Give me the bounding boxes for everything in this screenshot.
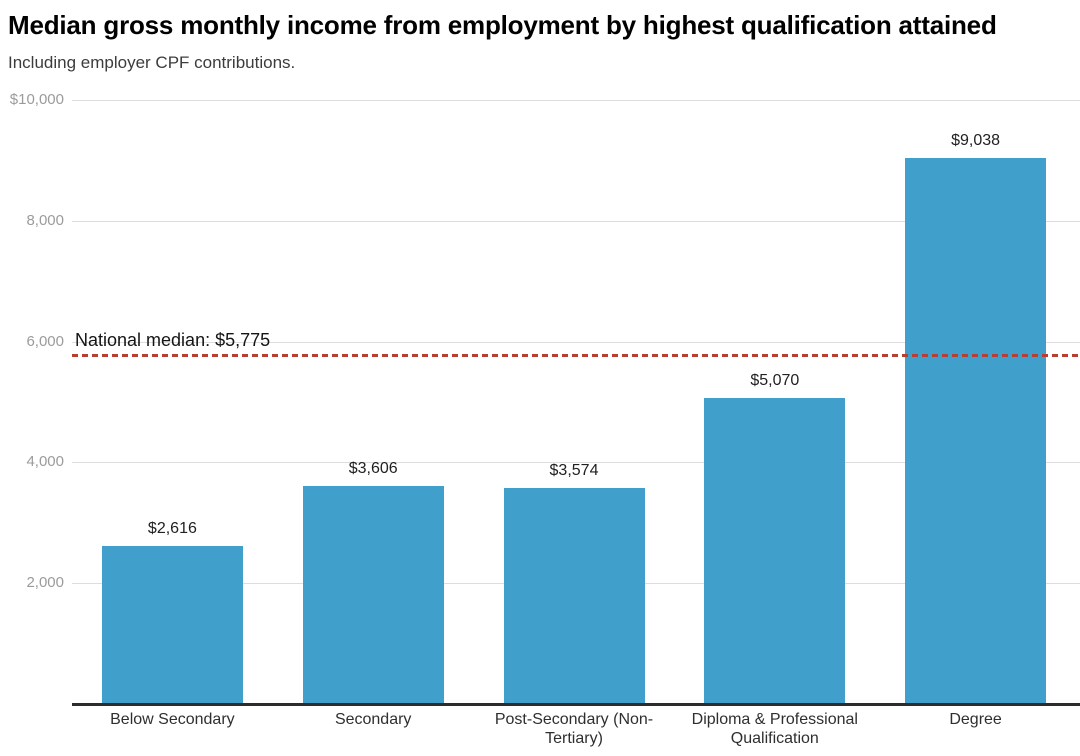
y-axis-tick-label: 4,000 xyxy=(26,453,64,471)
y-axis-tick-label: $10,000 xyxy=(9,91,64,108)
bar-secondary xyxy=(302,486,444,704)
bar-value-label: $9,038 xyxy=(951,132,1001,150)
bar-value-label: $3,606 xyxy=(348,460,398,478)
x-axis-category-label: Degree xyxy=(949,711,1002,728)
bar-value-label: $3,574 xyxy=(549,462,599,480)
bar-post-secondary-non-tertiary xyxy=(503,488,645,704)
reference-line xyxy=(72,354,1080,358)
x-axis-line xyxy=(72,703,1080,706)
y-axis-tick-label: 2,000 xyxy=(26,574,64,592)
x-axis-category-label: Post-Secondary (Non-Tertiary) xyxy=(494,711,654,747)
bar-value-label: $2,616 xyxy=(147,519,197,537)
bar-below-secondary xyxy=(101,545,243,704)
page-title: Median gross monthly income from employm… xyxy=(8,10,997,40)
reference-line-label: National median: $5,775 xyxy=(75,330,271,351)
gridline xyxy=(72,341,1080,343)
gridline xyxy=(72,220,1080,222)
bar-value-label: $5,070 xyxy=(750,371,800,389)
gridline xyxy=(72,100,1080,101)
x-axis-category-label: Below Secondary xyxy=(110,711,235,728)
page-subtitle: Including employer CPF contributions. xyxy=(8,53,296,72)
bar-diploma-professional-qualification xyxy=(704,397,846,704)
y-axis-tick-label: 8,000 xyxy=(26,211,64,229)
x-axis-category-label: Diploma & Professional Qualification xyxy=(691,711,858,747)
gridline xyxy=(72,462,1080,464)
bar-degree xyxy=(905,158,1047,704)
y-axis-tick-label: 6,000 xyxy=(26,332,64,350)
x-axis-category-label: Secondary xyxy=(334,711,412,728)
